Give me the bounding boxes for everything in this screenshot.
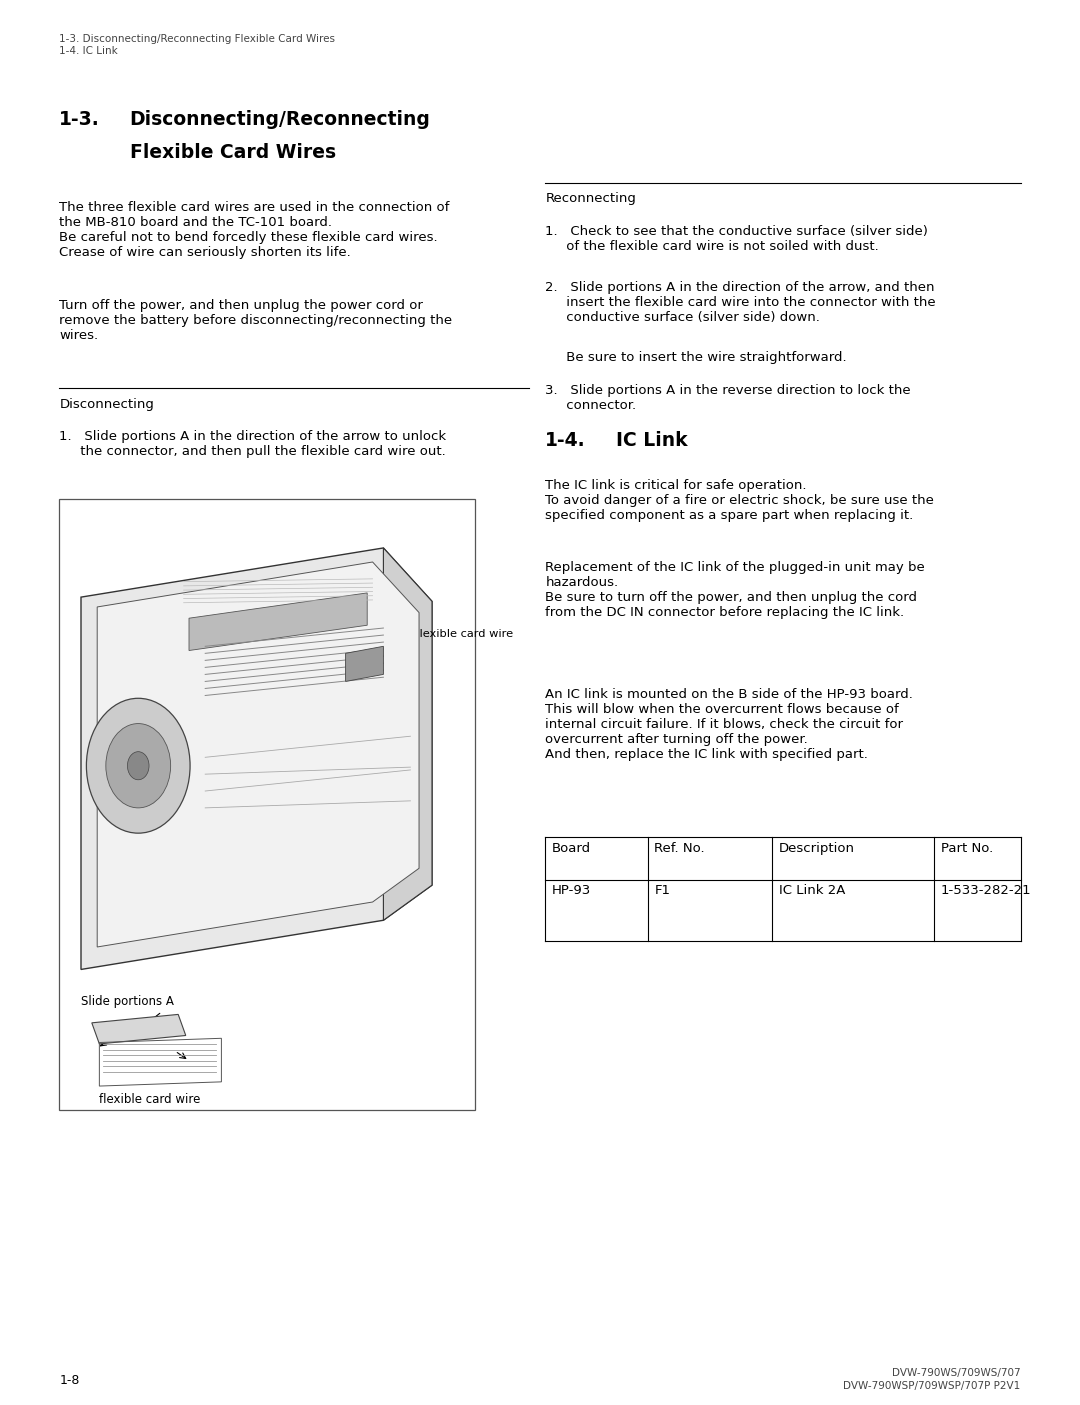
Polygon shape (189, 593, 367, 651)
Polygon shape (92, 1014, 186, 1044)
Circle shape (86, 698, 190, 833)
Text: 1.   Slide portions A in the direction of the arrow to unlock
     the connector: 1. Slide portions A in the direction of … (59, 430, 446, 458)
Text: The IC link is critical for safe operation.
To avoid danger of a fire or electri: The IC link is critical for safe operati… (545, 479, 934, 523)
Text: Board: Board (552, 842, 591, 854)
Text: DVW-790WS/709WS/707: DVW-790WS/709WS/707 (892, 1368, 1021, 1378)
Circle shape (127, 752, 149, 780)
Bar (59, 499, 475, 1110)
Text: Flexible Card Wires: Flexible Card Wires (130, 143, 336, 163)
Text: IC Link: IC Link (616, 431, 687, 451)
Text: 1-4.: 1-4. (545, 431, 586, 451)
Text: HP-93: HP-93 (552, 884, 591, 896)
Text: Be sure to insert the wire straightforward.: Be sure to insert the wire straightforwa… (545, 351, 847, 364)
Text: The three flexible card wires are used in the connection of
the MB-810 board and: The three flexible card wires are used i… (59, 201, 449, 259)
Text: 1.   Check to see that the conductive surface (silver side)
     of the flexible: 1. Check to see that the conductive surf… (545, 225, 929, 253)
Polygon shape (97, 562, 419, 947)
Text: Reconnecting: Reconnecting (545, 192, 636, 205)
Text: An IC link is mounted on the B side of the HP-93 board.
This will blow when the : An IC link is mounted on the B side of t… (545, 688, 914, 762)
Text: Slide portions A: Slide portions A (81, 995, 174, 1007)
Text: Part No.: Part No. (941, 842, 993, 854)
Text: 1-533-282-21: 1-533-282-21 (941, 884, 1031, 896)
Text: DVW-790WSP/709WSP/707P P2V1: DVW-790WSP/709WSP/707P P2V1 (843, 1381, 1021, 1391)
Text: 2.   Slide portions A in the direction of the arrow, and then
     insert the fl: 2. Slide portions A in the direction of … (545, 281, 936, 325)
Text: Turn off the power, and then unplug the power cord or
remove the battery before : Turn off the power, and then unplug the … (59, 299, 453, 343)
Text: 1-4. IC Link: 1-4. IC Link (59, 46, 118, 56)
Text: Disconnecting/Reconnecting: Disconnecting/Reconnecting (130, 110, 431, 129)
Polygon shape (81, 548, 432, 969)
Text: Flexible card wire: Flexible card wire (413, 629, 513, 639)
Polygon shape (346, 646, 383, 681)
Text: Disconnecting: Disconnecting (59, 398, 154, 410)
Text: Description: Description (779, 842, 854, 854)
Text: 1-3. Disconnecting/Reconnecting Flexible Card Wires: 1-3. Disconnecting/Reconnecting Flexible… (59, 34, 336, 44)
Text: 3.   Slide portions A in the reverse direction to lock the
     connector.: 3. Slide portions A in the reverse direc… (545, 384, 912, 412)
Text: Replacement of the IC link of the plugged-in unit may be
hazardous.
Be sure to t: Replacement of the IC link of the plugge… (545, 561, 926, 618)
Circle shape (106, 724, 171, 808)
Text: 1-8: 1-8 (59, 1374, 80, 1387)
Text: F1: F1 (654, 884, 671, 896)
Text: Ref. No.: Ref. No. (654, 842, 705, 854)
Text: IC Link 2A: IC Link 2A (779, 884, 845, 896)
Text: 1-3.: 1-3. (59, 110, 100, 129)
Polygon shape (383, 548, 432, 920)
Text: flexible card wire: flexible card wire (99, 1093, 201, 1106)
